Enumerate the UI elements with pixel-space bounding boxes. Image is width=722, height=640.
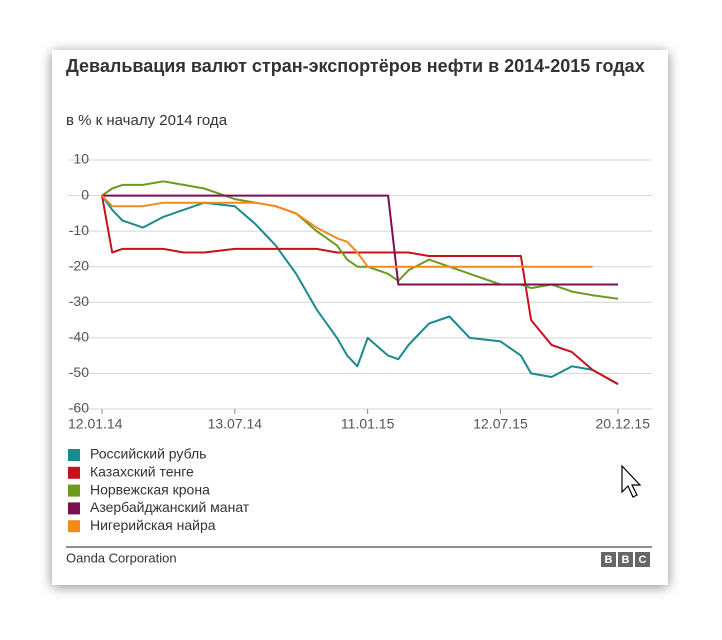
chart-title: Девальвация валют стран-экспортёров нефт… — [66, 56, 645, 76]
x-tick-label: 12.01.14 — [68, 416, 123, 432]
source: Oanda Corporation — [66, 550, 177, 565]
series-line — [102, 194, 618, 286]
legend-label: Нигерийская найра — [90, 517, 216, 533]
legend-swatch — [68, 449, 80, 461]
legend-label: Российский рубль — [90, 446, 206, 462]
y-tick-label: 0 — [81, 186, 89, 202]
logo-letter: B — [605, 554, 613, 566]
legend-label: Азербайджанский манат — [90, 499, 250, 515]
legend-label: Норвежская крона — [90, 481, 210, 497]
x-tick-label: 11.01.15 — [341, 416, 395, 432]
legend-swatch — [68, 484, 80, 497]
y-tick-label: -40 — [69, 329, 89, 345]
chart-subtitle: в % к началу 2014 года — [66, 112, 228, 129]
card — [52, 50, 668, 585]
y-tick-label: -50 — [69, 364, 89, 380]
x-tick-label: 20.12.15 — [596, 416, 651, 432]
legend-swatch — [68, 466, 80, 479]
y-tick-label: -60 — [69, 400, 89, 416]
y-tick-label: 10 — [73, 151, 89, 167]
series-line — [101, 195, 619, 385]
mouse-cursor — [621, 464, 642, 498]
x-tick-label: 12.07.15 — [473, 416, 528, 432]
series-line — [101, 180, 619, 300]
legend-swatch — [68, 502, 80, 515]
y-tick-label: -10 — [69, 222, 89, 238]
logo-letter: C — [639, 554, 647, 566]
logo-block — [601, 552, 616, 567]
x-tick-label: 13.07.14 — [208, 416, 263, 432]
y-tick-label: -20 — [69, 257, 89, 273]
logo-block — [618, 552, 633, 567]
y-tick-label: -30 — [69, 293, 89, 309]
legend-label: Казахский тенге — [90, 464, 194, 480]
series-line — [101, 194, 593, 268]
legend-swatch — [68, 520, 80, 533]
logo-block — [635, 552, 650, 567]
logo-letter: B — [622, 554, 630, 566]
